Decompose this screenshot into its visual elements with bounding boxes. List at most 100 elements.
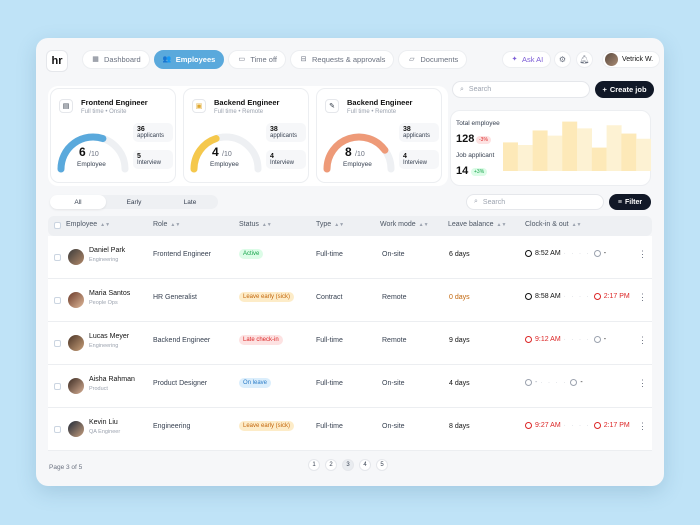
nav-time-off[interactable]: ▭ Time off (228, 50, 286, 69)
filter-button[interactable]: ≡ Filter (609, 194, 651, 210)
table-row[interactable]: Aisha Rahman Product Product Designer On le… (48, 365, 652, 408)
folder-icon: ▱ (409, 56, 415, 63)
search-placeholder: Search (468, 86, 492, 93)
gauge-max: /10 (222, 151, 232, 158)
page-button[interactable]: 5 (376, 459, 388, 471)
more-options-icon[interactable]: ⋮ (638, 335, 647, 345)
clock-icon (570, 379, 578, 386)
avatar (68, 421, 84, 437)
users-icon: 👥 (162, 56, 172, 63)
clock-icon (593, 250, 601, 257)
top-nav: ▦ Dashboard 👥 Employees ▭ Time off ⊟ Request… (82, 50, 468, 69)
work-mode: Remote (382, 294, 407, 301)
more-options-icon[interactable]: ⋮ (638, 378, 647, 388)
total-employee-label: Total employee (456, 120, 500, 127)
col-work-mode[interactable]: Work mode ▲▼ (380, 221, 429, 228)
table-row[interactable]: Lucas Meyer Engineering Backend Engineer La… (48, 322, 652, 365)
col-role[interactable]: Role ▲▼ (153, 221, 180, 228)
nav-documents[interactable]: ▱ Documents (398, 50, 468, 69)
job-card[interactable]: ▤ Frontend Engineer Full time • Onsite 6… (50, 88, 176, 183)
filter-label: Filter (624, 198, 643, 206)
table-row[interactable]: Maria Santos People Ops HR Generalist Leave… (48, 279, 652, 322)
nav-dashboard[interactable]: ▦ Dashboard (82, 50, 150, 69)
col-leave-balance[interactable]: Leave balance ▲▼ (448, 221, 506, 228)
user-menu[interactable]: Vetrick W. (602, 51, 661, 68)
employee-role: Backend Engineer (153, 337, 211, 344)
table-search-input[interactable]: ⌕ Search (466, 194, 604, 210)
col-clock[interactable]: Clock-in & out ▲▼ (525, 221, 581, 228)
stats-bar (517, 145, 533, 171)
create-job-label: Create job (609, 85, 647, 94)
clock-in-out: 8:52 AM · · · · - (525, 250, 606, 257)
col-status-label: Status (239, 221, 259, 228)
avatar (68, 335, 84, 351)
row-checkbox[interactable] (54, 383, 61, 390)
job-type: Full time (347, 109, 370, 115)
leave-balance: 8 days (449, 423, 470, 430)
status-badge: Leave early (sick) (239, 292, 295, 302)
employee-type: Full-time (316, 337, 343, 344)
nav-employees[interactable]: 👥 Employees (153, 50, 225, 69)
job-card[interactable]: ▣ Backend Engineer Full time • Remote 4 … (183, 88, 309, 183)
col-status[interactable]: Status ▲▼ (239, 221, 272, 228)
table-row[interactable]: Kevin Liu QA Engineer Engineering Leave ear… (48, 408, 652, 451)
clock-icon (525, 422, 532, 429)
applicants-stat: 38 applicants (399, 123, 439, 142)
col-employee[interactable]: Employee ▲▼ (66, 221, 110, 228)
total-employee-value: 128 (456, 133, 475, 145)
app-logo[interactable]: hr (46, 50, 68, 72)
page-button[interactable]: 3 (342, 459, 354, 471)
applicants-label: applicants (137, 133, 165, 139)
row-checkbox[interactable] (54, 254, 61, 261)
row-checkbox[interactable] (54, 426, 61, 433)
pen-tool-icon: ✎ (325, 99, 339, 113)
tab-late[interactable]: Late (183, 198, 197, 206)
job-openings: ▤ Frontend Engineer Full time • Onsite 6… (48, 86, 448, 186)
sparkle-icon: ✦ (511, 56, 518, 63)
more-options-icon[interactable]: ⋮ (638, 292, 647, 302)
select-all-checkbox[interactable] (54, 222, 61, 229)
create-job-button[interactable]: + Create job (595, 81, 654, 98)
gauge-label: Employee (343, 161, 372, 168)
clock-icon (593, 293, 601, 300)
employee-name: Daniel Park (89, 247, 126, 254)
page-button[interactable]: 1 (308, 459, 320, 471)
clock-in-out: 9:12 AM · · · · - (525, 336, 606, 343)
stats-bar (591, 147, 607, 171)
clock-icon (525, 250, 532, 257)
clock-in-time: 8:58 AM (535, 293, 561, 300)
tab-all[interactable]: All (50, 195, 106, 209)
ask-ai-button[interactable]: ✦ Ask AI (502, 51, 552, 68)
search-input[interactable]: ⌕ Search (452, 81, 590, 98)
page-button[interactable]: 2 (325, 459, 337, 471)
nav-requests[interactable]: ⊟ Requests & approvals (290, 50, 395, 69)
more-options-icon[interactable]: ⋮ (638, 421, 647, 431)
interview-stat: 4 Interview (399, 150, 439, 169)
gauge-number: 6 (79, 145, 86, 159)
status-badge: Active (239, 249, 264, 259)
job-type: Full time (214, 109, 237, 115)
employee-gauge (323, 133, 395, 173)
status-badge: Late check-in (239, 335, 283, 345)
clock-separator: · · · · (540, 379, 568, 386)
nav-dashboard-label: Dashboard (104, 55, 141, 64)
settings-button[interactable]: ⚙ (554, 51, 571, 68)
clock-in-time: 9:12 AM (535, 336, 561, 343)
page-button[interactable]: 4 (359, 459, 371, 471)
job-card[interactable]: ✎ Backend Engineer Full time • Remote 8 … (316, 88, 442, 183)
applicants-stat: 36 applicants (133, 123, 173, 142)
table-row[interactable]: Daniel Park Engineering Frontend Engineer A… (48, 236, 652, 279)
notifications-button[interactable]: 🔔︎ (576, 51, 593, 68)
col-type[interactable]: Type ▲▼ (316, 221, 344, 228)
col-clock-label: Clock-in & out (525, 221, 569, 228)
stats-bar (503, 142, 518, 171)
tab-early[interactable]: Early (126, 198, 142, 206)
row-checkbox[interactable] (54, 297, 61, 304)
employee-gauge (57, 133, 129, 173)
avatar (605, 53, 618, 66)
col-employee-label: Employee (66, 221, 98, 228)
row-checkbox[interactable] (54, 340, 61, 347)
more-options-icon[interactable]: ⋮ (638, 249, 647, 259)
interview-stat: 4 Interview (266, 150, 306, 169)
leave-balance: 0 days (449, 294, 470, 301)
